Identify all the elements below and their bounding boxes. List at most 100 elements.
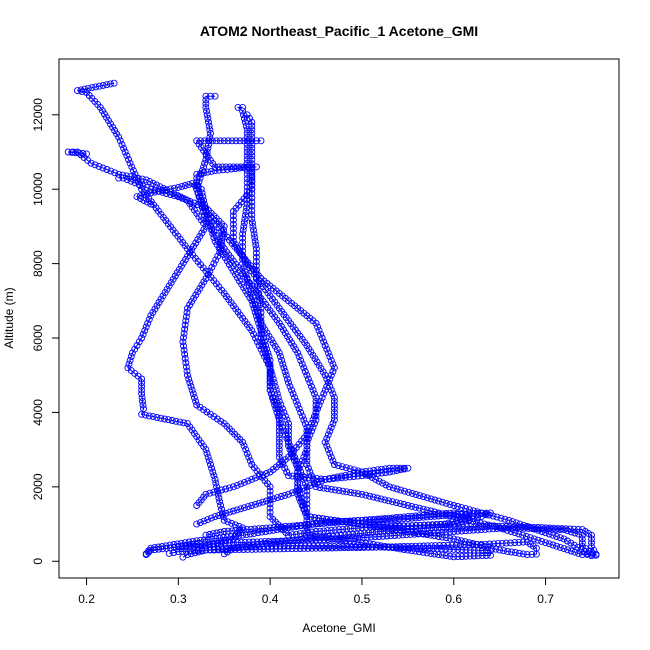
data-point	[492, 545, 500, 553]
data-point	[226, 508, 234, 516]
data-point	[240, 478, 248, 486]
data-point	[95, 162, 103, 170]
data-point	[464, 514, 472, 522]
data-point	[435, 497, 443, 505]
data-point	[246, 542, 254, 550]
data-point	[243, 526, 251, 534]
data-point	[123, 152, 131, 160]
data-point	[360, 543, 368, 551]
data-point	[410, 530, 418, 538]
data-point	[270, 524, 278, 531]
data-point	[497, 514, 505, 522]
data-point	[146, 178, 154, 186]
data-point	[308, 536, 316, 544]
data-point	[257, 326, 265, 333]
data-point	[248, 133, 256, 141]
data-point	[279, 360, 287, 368]
data-point	[214, 546, 222, 554]
data-point	[314, 542, 322, 550]
data-point	[119, 174, 127, 182]
y-tick-label: 10000	[31, 172, 45, 206]
data-point	[274, 523, 282, 531]
data-point	[248, 475, 256, 483]
data-point	[412, 512, 419, 520]
data-point	[446, 509, 454, 517]
data-point	[262, 349, 270, 357]
data-point	[222, 509, 230, 517]
data-point	[253, 538, 261, 546]
data-point	[404, 522, 412, 530]
data-point	[330, 364, 338, 372]
data-point	[174, 542, 182, 550]
data-point	[498, 539, 506, 547]
data-point	[430, 529, 438, 537]
data-point	[304, 544, 312, 552]
data-point	[202, 96, 210, 104]
data-point	[383, 521, 391, 529]
data-point	[452, 517, 460, 525]
y-tick-label: 8000	[31, 250, 45, 277]
data-point	[198, 204, 206, 212]
data-point	[519, 531, 527, 539]
data-point	[435, 551, 442, 559]
data-point	[382, 469, 390, 476]
data-point	[407, 530, 414, 538]
data-point	[224, 137, 232, 145]
data-point	[367, 533, 375, 541]
data-point	[567, 528, 575, 536]
data-point	[185, 541, 193, 549]
data-point	[446, 552, 454, 560]
data-point	[466, 526, 473, 534]
data-point	[408, 514, 416, 522]
data-point	[268, 371, 276, 379]
data-point	[243, 141, 251, 149]
data-point	[366, 516, 374, 524]
data-point	[462, 505, 470, 513]
data-point	[256, 297, 264, 305]
data-point	[391, 532, 399, 539]
data-point	[208, 137, 216, 145]
data-point	[379, 479, 387, 487]
data-point	[260, 338, 268, 346]
data-point	[408, 512, 416, 520]
data-point	[314, 323, 322, 331]
data-point	[392, 543, 400, 551]
plot-frame	[58, 58, 620, 579]
x-tick-label: 0.6	[445, 592, 462, 606]
data-point	[210, 260, 218, 268]
data-point	[291, 457, 299, 465]
data-point	[328, 544, 336, 552]
data-point	[404, 542, 412, 550]
x-tick-label: 0.5	[354, 592, 371, 606]
data-point	[294, 472, 302, 480]
data-point	[474, 552, 482, 560]
data-point	[420, 493, 427, 501]
data-point	[303, 371, 311, 379]
data-point	[178, 542, 186, 550]
data-point	[308, 544, 316, 552]
data-point	[450, 502, 458, 509]
data-point	[215, 166, 223, 174]
data-point	[252, 258, 260, 265]
data-point	[248, 141, 256, 149]
data-point	[379, 532, 387, 540]
data-point	[138, 394, 146, 402]
data-point	[319, 515, 327, 523]
data-point	[200, 208, 208, 215]
data-point	[264, 356, 272, 364]
data-point	[549, 531, 557, 539]
data-point	[477, 519, 484, 527]
data-point	[431, 510, 439, 518]
data-point	[252, 474, 259, 482]
data-point	[301, 473, 309, 481]
data-point	[553, 533, 561, 540]
data-point	[560, 535, 568, 543]
data-point	[453, 510, 461, 518]
data-point	[281, 368, 289, 375]
y-tick-label: 4000	[31, 399, 45, 426]
data-point	[296, 536, 304, 544]
data-point	[272, 401, 280, 409]
data-point	[542, 539, 550, 547]
data-point	[243, 111, 251, 119]
data-point	[325, 475, 333, 483]
